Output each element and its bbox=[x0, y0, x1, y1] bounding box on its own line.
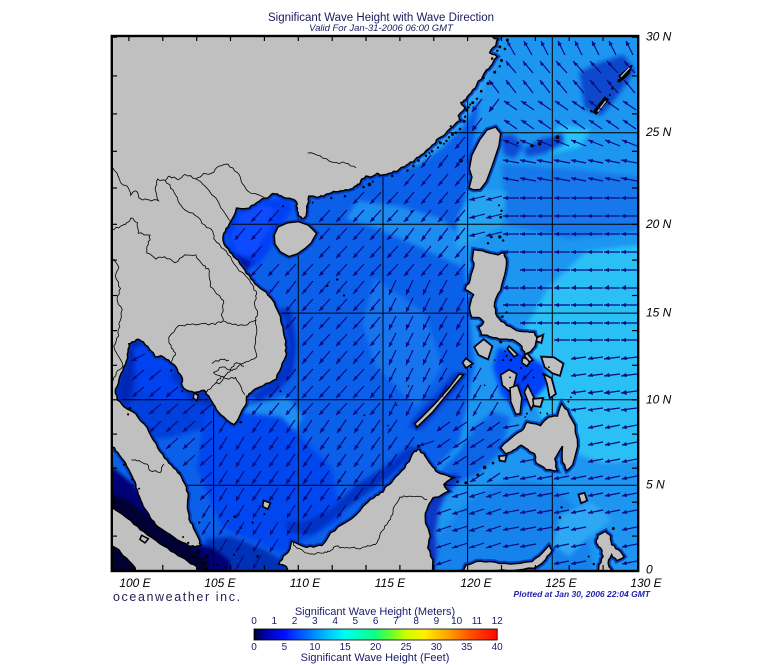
svg-text:10: 10 bbox=[451, 616, 463, 627]
svg-text:120 E: 120 E bbox=[460, 576, 492, 590]
svg-text:30 N: 30 N bbox=[646, 30, 672, 44]
svg-text:20 N: 20 N bbox=[645, 217, 672, 231]
svg-text:130 E: 130 E bbox=[630, 576, 662, 590]
svg-text:15 N: 15 N bbox=[646, 306, 672, 320]
svg-text:12: 12 bbox=[492, 616, 504, 627]
svg-text:35: 35 bbox=[461, 642, 473, 653]
svg-text:0: 0 bbox=[251, 616, 257, 627]
svg-text:Significant Wave Height (Meter: Significant Wave Height (Meters) bbox=[295, 606, 455, 618]
svg-text:3: 3 bbox=[312, 616, 318, 627]
svg-text:9: 9 bbox=[434, 616, 440, 627]
svg-text:oceanweather inc.: oceanweather inc. bbox=[113, 590, 242, 604]
svg-text:25 N: 25 N bbox=[645, 125, 672, 139]
svg-text:25: 25 bbox=[400, 642, 412, 653]
svg-text:125 E: 125 E bbox=[545, 576, 577, 590]
svg-text:Significant Wave Height with W: Significant Wave Height with Wave Direct… bbox=[268, 12, 494, 24]
svg-text:40: 40 bbox=[492, 642, 504, 653]
svg-text:0: 0 bbox=[646, 563, 653, 577]
svg-text:8: 8 bbox=[413, 616, 419, 627]
svg-text:10 N: 10 N bbox=[646, 392, 672, 406]
svg-text:20: 20 bbox=[370, 642, 382, 653]
svg-text:5 N: 5 N bbox=[646, 478, 665, 492]
svg-text:11: 11 bbox=[472, 616, 483, 627]
svg-text:2: 2 bbox=[292, 616, 298, 627]
svg-text:100 E: 100 E bbox=[119, 576, 151, 590]
svg-text:Valid For Jan-31-2006 06:00 GM: Valid For Jan-31-2006 06:00 GMT bbox=[309, 23, 454, 34]
svg-text:7: 7 bbox=[393, 616, 399, 627]
svg-text:4: 4 bbox=[332, 616, 338, 627]
svg-text:105 E: 105 E bbox=[204, 576, 236, 590]
svg-text:5: 5 bbox=[353, 616, 359, 627]
svg-text:1: 1 bbox=[272, 616, 278, 627]
svg-text:Plotted at Jan 30, 2006 22:04: Plotted at Jan 30, 2006 22:04 GMT bbox=[513, 589, 650, 599]
svg-text:15: 15 bbox=[340, 642, 352, 653]
svg-text:6: 6 bbox=[373, 616, 379, 627]
svg-text:Significant Wave Height (Feet): Significant Wave Height (Feet) bbox=[301, 652, 450, 664]
svg-text:5: 5 bbox=[282, 642, 288, 653]
svg-text:115 E: 115 E bbox=[375, 576, 406, 590]
svg-text:30: 30 bbox=[431, 642, 443, 653]
svg-text:110 E: 110 E bbox=[290, 576, 321, 590]
svg-text:0: 0 bbox=[251, 642, 257, 653]
svg-text:10: 10 bbox=[309, 642, 321, 653]
